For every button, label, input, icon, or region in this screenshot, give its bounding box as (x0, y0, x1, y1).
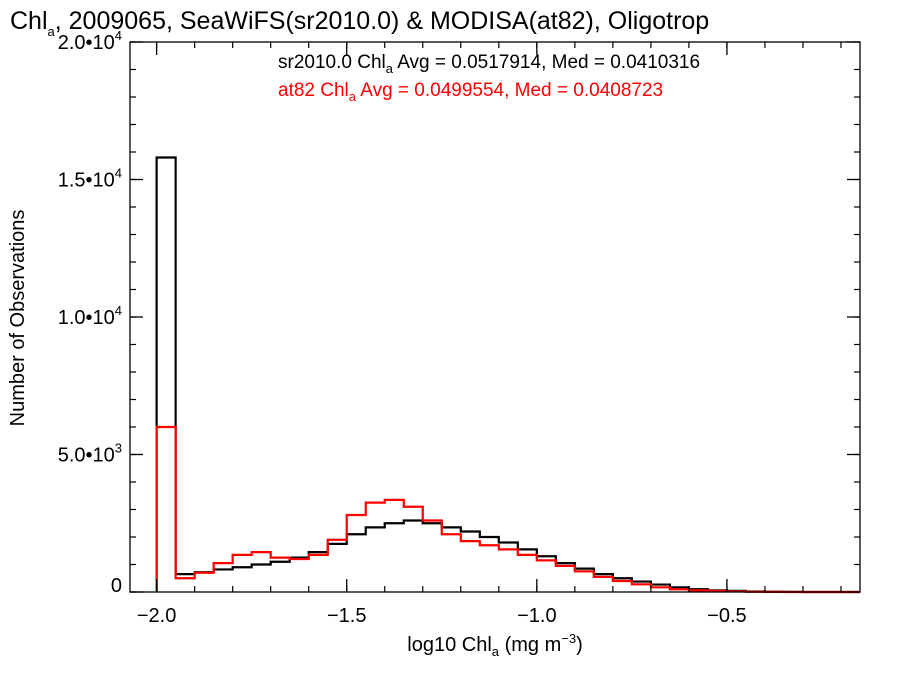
y-tick-label: 5.0•103 (58, 441, 122, 467)
x-tick-label: −1.5 (327, 605, 366, 627)
y-tick-label: 2.0•104 (58, 28, 122, 54)
plot-frame (129, 41, 861, 593)
annotation-sr2010: sr2010.0 Chla Avg = 0.0517914, Med = 0.0… (278, 52, 700, 76)
chart-title: Chla, 2009065, SeaWiFS(sr2010.0) & MODIS… (10, 7, 709, 39)
x-tick-label: −2.0 (137, 605, 176, 627)
axes: −2.0 −1.5 −1.0 −0.5 0 5.0•103 1.0•104 1.5•104 2.… (58, 28, 861, 627)
y-tick-label: 1.0•104 (58, 303, 122, 329)
series-0-line (155, 156, 860, 594)
x-tick-label: −0.5 (707, 605, 746, 627)
series-1-line (155, 425, 860, 594)
y-tick-label: 1.5•104 (58, 166, 122, 192)
x-tick-label: −1.0 (517, 605, 556, 627)
annotation-at82: at82 Chla Avg = 0.0499554, Med = 0.04087… (278, 80, 663, 104)
series-layer (155, 156, 860, 594)
y-tick-label: 0 (111, 575, 122, 597)
x-axis-label: log10 Chla (mg m−3) (407, 631, 582, 659)
y-axis-label: Number of Observations (7, 210, 29, 427)
